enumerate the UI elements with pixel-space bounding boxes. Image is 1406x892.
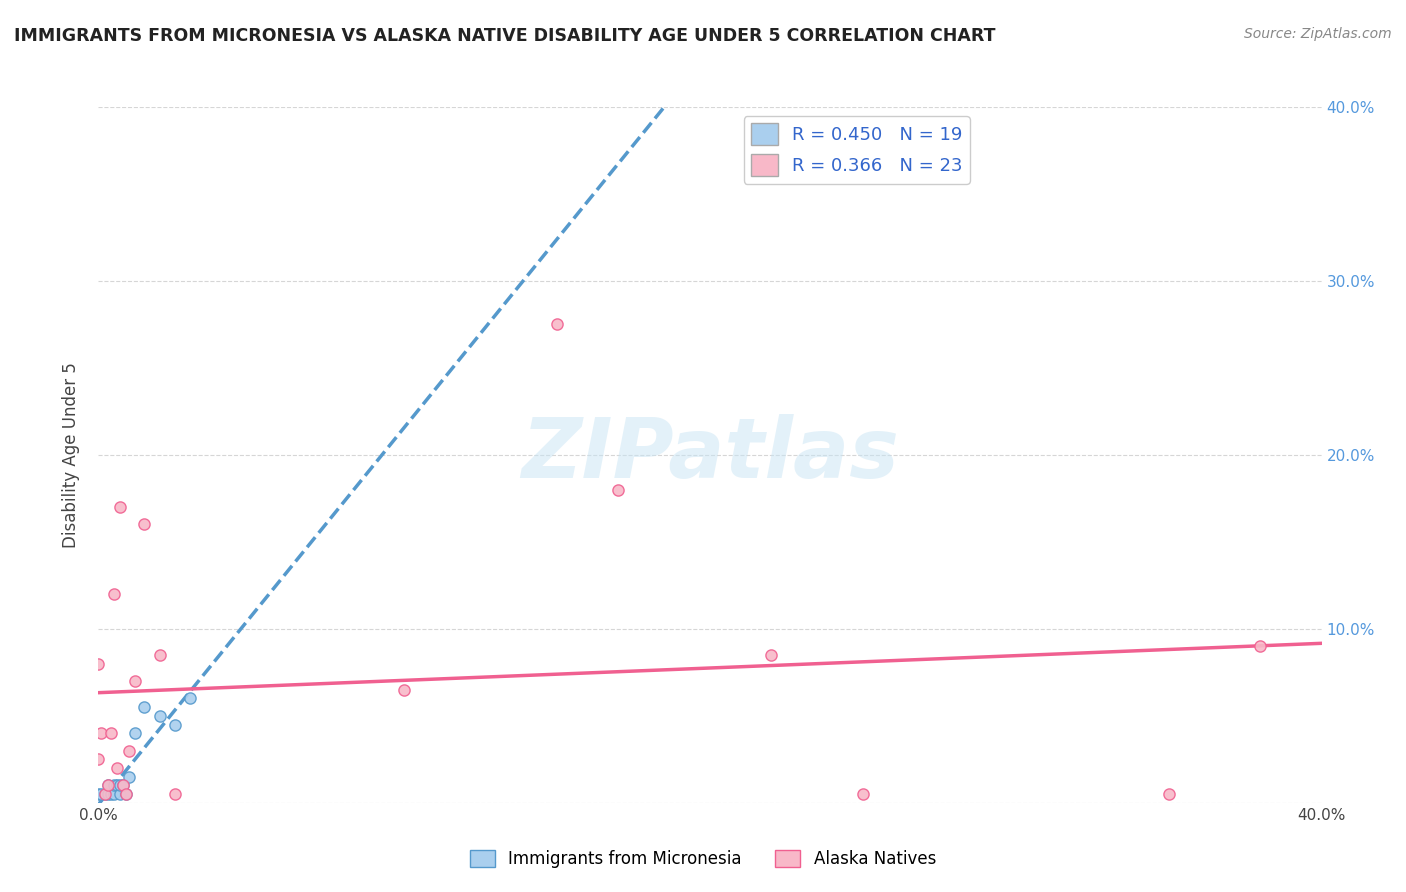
- Text: Source: ZipAtlas.com: Source: ZipAtlas.com: [1244, 27, 1392, 41]
- Point: [124, 674, 146, 689]
- Point: [149, 708, 172, 723]
- Point: [149, 648, 172, 662]
- Point: [118, 744, 141, 758]
- Legend: R = 0.450   N = 19, R = 0.366   N = 23: R = 0.450 N = 19, R = 0.366 N = 23: [744, 116, 970, 184]
- Point: [100, 787, 122, 801]
- Point: [546, 318, 568, 332]
- Point: [111, 778, 134, 792]
- Point: [118, 770, 141, 784]
- Point: [607, 483, 630, 497]
- Point: [1249, 639, 1271, 653]
- Point: [93, 787, 115, 801]
- Point: [87, 752, 110, 766]
- Text: ZIPatlas: ZIPatlas: [522, 415, 898, 495]
- Point: [108, 778, 131, 792]
- Point: [103, 587, 125, 601]
- Y-axis label: Disability Age Under 5: Disability Age Under 5: [62, 362, 80, 548]
- Point: [163, 787, 186, 801]
- Point: [759, 648, 782, 662]
- Point: [108, 787, 131, 801]
- Point: [87, 787, 110, 801]
- Point: [108, 500, 131, 514]
- Point: [87, 657, 110, 671]
- Point: [90, 726, 112, 740]
- Point: [103, 778, 125, 792]
- Point: [100, 726, 122, 740]
- Point: [105, 778, 128, 792]
- Point: [105, 761, 128, 775]
- Point: [134, 700, 156, 714]
- Point: [852, 787, 875, 801]
- Point: [97, 778, 120, 792]
- Point: [103, 787, 125, 801]
- Point: [93, 787, 115, 801]
- Point: [115, 787, 138, 801]
- Point: [97, 787, 120, 801]
- Point: [1157, 787, 1180, 801]
- Point: [134, 517, 156, 532]
- Point: [392, 682, 416, 697]
- Point: [163, 717, 186, 731]
- Point: [124, 726, 146, 740]
- Legend: Immigrants from Micronesia, Alaska Natives: Immigrants from Micronesia, Alaska Nativ…: [464, 843, 942, 875]
- Text: IMMIGRANTS FROM MICRONESIA VS ALASKA NATIVE DISABILITY AGE UNDER 5 CORRELATION C: IMMIGRANTS FROM MICRONESIA VS ALASKA NAT…: [14, 27, 995, 45]
- Point: [179, 691, 201, 706]
- Point: [111, 778, 134, 792]
- Point: [90, 787, 112, 801]
- Point: [97, 778, 120, 792]
- Point: [115, 787, 138, 801]
